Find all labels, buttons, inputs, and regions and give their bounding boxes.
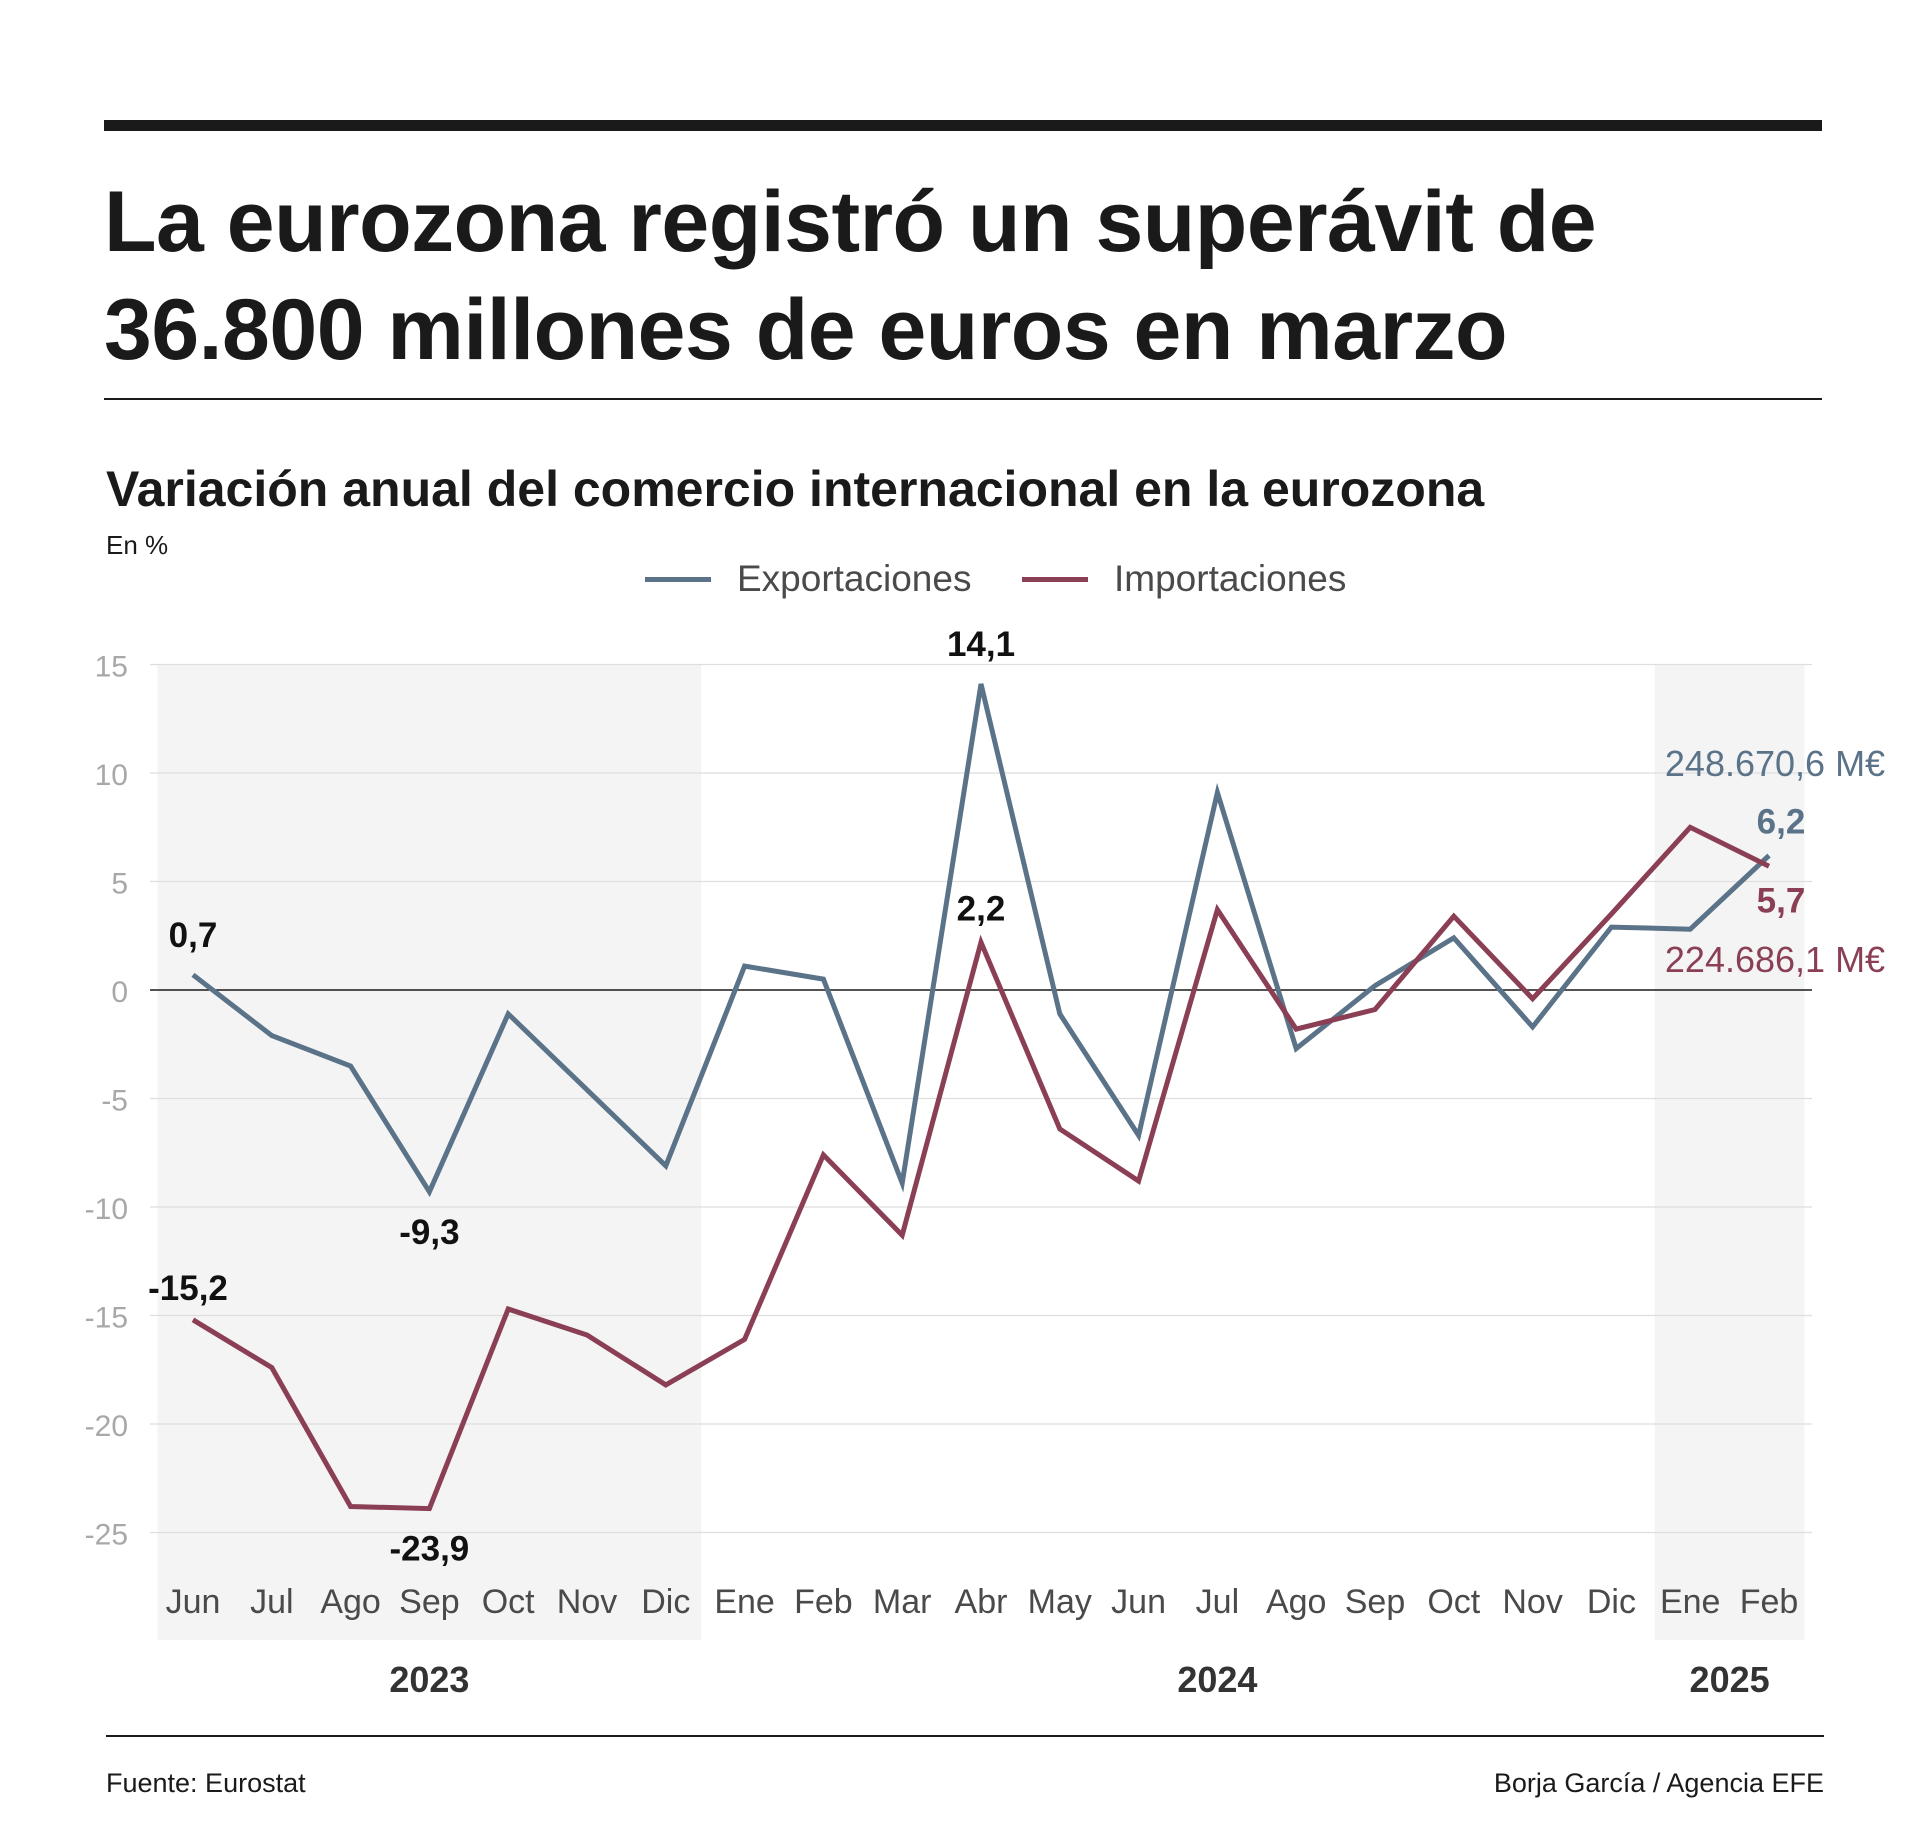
x-tick-label: May: [1028, 1583, 1092, 1621]
data-label-exports: 0,7: [169, 916, 218, 955]
data-label-exports: 14,1: [947, 625, 1015, 664]
data-label-exports: 6,2: [1757, 802, 1806, 841]
y-tick-label: -20: [85, 1410, 128, 1443]
top-bar: [104, 120, 1822, 131]
x-tick-label: Nov: [1502, 1583, 1562, 1621]
line-chart: 15 10 5 0 -5 -10 -15 -20 -25 Jun Jul Ago Sep Oct Nov Di…: [85, 625, 1885, 1700]
x-tick-label: Jul: [1196, 1583, 1239, 1621]
series-line-imports: [191, 824, 1771, 1512]
x-tick-label: Dic: [641, 1583, 690, 1621]
source-text: Fuente: Eurostat: [106, 1768, 306, 1798]
x-tick-label: Sep: [399, 1583, 460, 1621]
x-tick-label: Jul: [250, 1583, 293, 1621]
x-tick-label: Dic: [1587, 1583, 1636, 1621]
y-tick-label: 10: [95, 759, 128, 792]
annotation-exports-total: 248.670,6 M€: [1665, 743, 1885, 784]
data-label-imports: 2,2: [957, 889, 1006, 928]
x-tick-label: Feb: [1740, 1583, 1799, 1621]
legend-item-imports: Importaciones: [1022, 558, 1346, 600]
data-label-imports: -23,9: [390, 1530, 470, 1569]
x-tick-label: Ene: [1660, 1583, 1721, 1621]
y-tick-label: 0: [111, 976, 128, 1009]
y-tick-label: -10: [85, 1193, 128, 1226]
unit-label: En %: [106, 530, 169, 560]
legend-swatch-exports: [645, 576, 711, 582]
x-tick-label: Jun: [166, 1583, 221, 1621]
year-band-2025: [1654, 664, 1805, 1640]
legend-label-exports: Exportaciones: [737, 558, 972, 599]
headline: La eurozona registró un superávit de 36.…: [104, 168, 1824, 384]
chart-subtitle: Variación anual del comercio internacion…: [106, 461, 1485, 517]
x-tick-label: Ago: [320, 1583, 381, 1621]
x-tick-label: Abr: [955, 1583, 1008, 1621]
legend-label-imports: Importaciones: [1114, 558, 1347, 599]
x-tick-label: Sep: [1345, 1583, 1406, 1621]
credit-text: Borja García / Agencia EFE: [1493, 1768, 1824, 1798]
x-tick-label: Jun: [1111, 1583, 1166, 1621]
annotation-imports-total: 224.686,1 M€: [1665, 939, 1885, 980]
legend: Exportaciones Importaciones: [0, 548, 1920, 608]
x-tick-label: Ago: [1266, 1583, 1327, 1621]
headline-line-2: 36.800 millones de euros en marzo: [104, 282, 1508, 378]
series-line-exports: [191, 683, 1771, 1198]
legend-item-exports: Exportaciones: [645, 558, 971, 600]
x-tick-label: Oct: [482, 1583, 535, 1621]
legend-swatch-imports: [1022, 576, 1088, 582]
data-label-imports: 5,7: [1757, 881, 1806, 920]
x-tick-label: Oct: [1427, 1583, 1480, 1621]
y-tick-label: -25: [85, 1519, 128, 1552]
y-tick-label: 15: [95, 651, 128, 684]
data-label-exports: -9,3: [399, 1213, 459, 1252]
year-band-2023: [157, 664, 702, 1640]
data-label-imports: -15,2: [148, 1269, 228, 1308]
x-tick-label: Nov: [557, 1583, 617, 1621]
y-tick-label: -5: [101, 1085, 128, 1118]
year-label-2024: 2024: [1177, 1659, 1257, 1700]
headline-line-1: La eurozona registró un superávit de: [104, 174, 1597, 270]
x-tick-label: Feb: [794, 1583, 853, 1621]
footer-divider: [106, 1735, 1824, 1737]
x-tick-label: Mar: [873, 1583, 932, 1621]
y-tick-label: 5: [111, 868, 128, 901]
year-label-2025: 2025: [1690, 1659, 1770, 1700]
x-tick-label: Ene: [714, 1583, 775, 1621]
header-divider: [104, 398, 1822, 400]
y-tick-label: -15: [85, 1302, 128, 1335]
year-label-2023: 2023: [389, 1659, 469, 1700]
